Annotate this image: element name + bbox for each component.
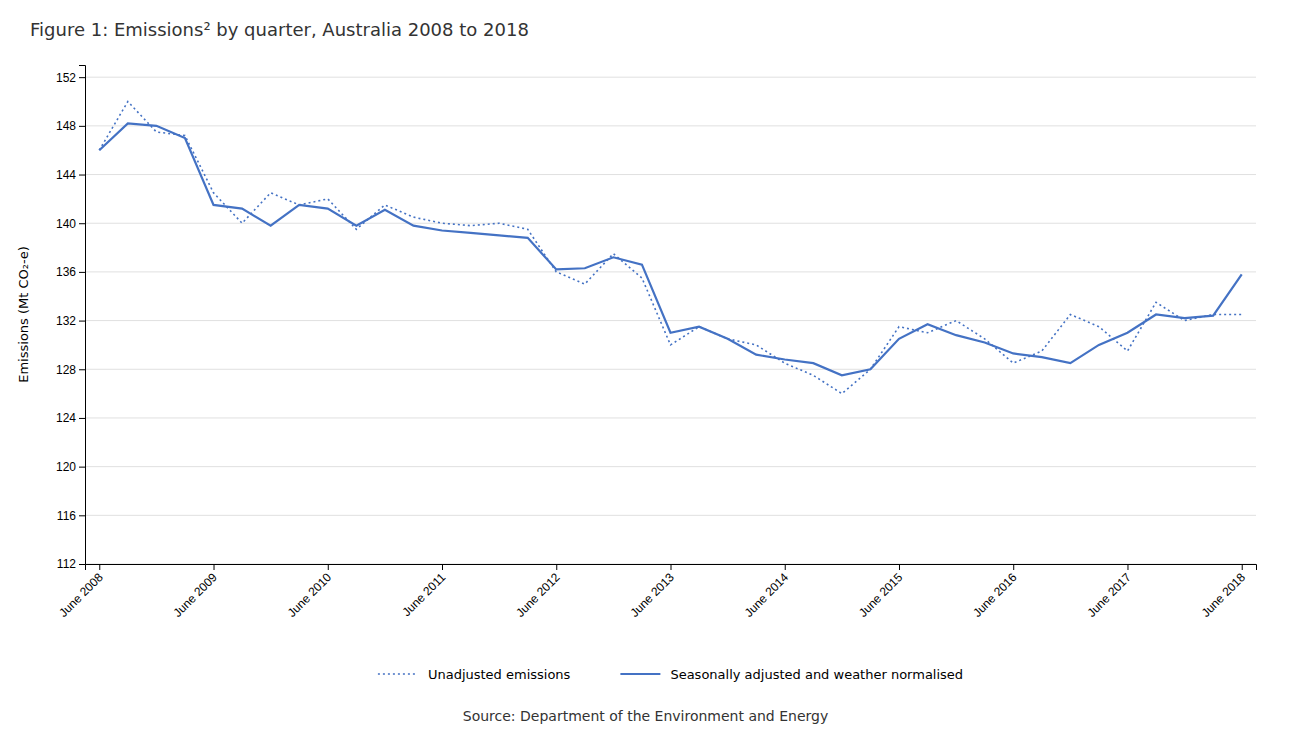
x-tick: June 2012: [513, 564, 563, 620]
y-tick-mark: [79, 418, 85, 419]
x-tick-label: June 2013: [627, 570, 677, 620]
source: Source: Department of the Environment an…: [463, 708, 828, 724]
y-tick-mark: [79, 272, 85, 273]
x-tick: June 2018: [1199, 564, 1249, 620]
y-tick-label: 140: [56, 217, 76, 231]
y-tick-label: 128: [56, 363, 76, 377]
x-tick: June 2016: [970, 564, 1020, 620]
y-tick-mark: [79, 564, 85, 565]
grid: [85, 77, 1256, 564]
x-tick: June 2015: [856, 564, 906, 620]
y-tick: 132: [56, 314, 85, 328]
x-tick-label: June 2018: [1199, 570, 1249, 620]
legend-label: Unadjusted emissions: [428, 667, 571, 682]
grid-line: [85, 417, 1256, 418]
plot: 112 116 120 124 128 132 136 140 144 148 152 June 20…: [56, 66, 1257, 620]
legend-swatch: [378, 673, 418, 675]
y-tick: 120: [56, 460, 85, 474]
x-tick-mark: [1127, 564, 1128, 570]
x-tick: June 2011: [400, 564, 449, 619]
x-tick-label: June 2008: [56, 570, 106, 620]
y-axis-line: [79, 66, 86, 565]
y-axis-title: Emissions (Mt CO₂-e): [16, 246, 31, 383]
y-tick-label: 120: [56, 460, 76, 474]
y-tick: 116: [57, 509, 85, 523]
title: Figure 1: Emissions² by quarter, Austral…: [30, 19, 529, 40]
x-tick: June 2014: [742, 564, 792, 620]
x-tick: June 2008: [56, 564, 106, 620]
legend-item: Unadjusted emissions: [378, 667, 571, 682]
grid-line: [85, 271, 1256, 272]
x-axis-line: [86, 565, 1257, 571]
y-tick-label: 144: [56, 168, 76, 182]
x-tick-mark: [899, 564, 900, 570]
y-tick-label: 116: [57, 509, 76, 523]
x-tick-mark: [442, 564, 443, 570]
y-tick-mark: [79, 126, 85, 127]
y-tick: 140: [56, 217, 85, 231]
grid-line: [85, 466, 1256, 467]
y-tick: 144: [56, 168, 85, 182]
x-tick-mark: [785, 564, 786, 570]
y-tick: 112: [57, 557, 85, 571]
x-tick-mark: [214, 564, 215, 570]
x-tick-mark: [1242, 564, 1243, 570]
x-tick-label: June 2011: [400, 570, 449, 619]
y-tick-label: 112: [57, 557, 76, 571]
y-tick-label: 136: [56, 265, 76, 279]
y-tick: 128: [56, 363, 85, 377]
x-tick: June 2017: [1084, 564, 1134, 620]
x-tick-mark: [328, 564, 329, 570]
grid-line: [85, 77, 1256, 78]
x-tick-mark: [1013, 564, 1014, 570]
legend-label: Seasonally adjusted and weather normalis…: [670, 667, 963, 682]
legend: Unadjusted emissions Seasonally adjusted …: [378, 667, 963, 682]
x-tick-mark: [99, 564, 100, 570]
series-line: [99, 123, 1241, 375]
x-tick-label: June 2015: [856, 570, 906, 620]
y-tick-mark: [79, 369, 85, 370]
y-tick-mark: [79, 515, 85, 516]
grid-line: [85, 125, 1256, 126]
y-tick-mark: [79, 175, 85, 176]
grid-line: [85, 515, 1256, 516]
y-tick-label: 124: [56, 411, 76, 425]
y-tick-mark: [79, 77, 85, 78]
y-tick-label: 132: [56, 314, 76, 328]
legend-swatch: [620, 673, 660, 675]
y-axis: 112 116 120 124 128 132 136 140 144 148 152: [56, 66, 86, 572]
x-tick-label: June 2014: [742, 570, 792, 620]
y-tick-mark: [79, 321, 85, 322]
lines: [99, 102, 1241, 394]
y-tick-mark: [79, 223, 85, 224]
x-tick-label: June 2010: [285, 570, 335, 620]
x-tick: June 2010: [285, 564, 335, 620]
y-tick-label: 148: [56, 119, 76, 133]
grid-line: [85, 223, 1256, 224]
x-tick: June 2013: [627, 564, 677, 620]
x-tick-mark: [556, 564, 557, 570]
grid-line: [85, 320, 1256, 321]
x-tick-label: June 2016: [970, 570, 1020, 620]
x-tick-mark: [671, 564, 672, 570]
series-line: [99, 102, 1241, 394]
grid-line: [85, 174, 1256, 175]
y-tick: 148: [56, 119, 85, 133]
x-tick-label: June 2017: [1084, 570, 1134, 620]
x-tick-label: June 2012: [513, 570, 563, 620]
y-tick-label: 152: [56, 71, 76, 85]
y-tick-mark: [79, 467, 85, 468]
grid-line: [85, 369, 1256, 370]
x-axis: June 2008 June 2009 June 2010 June 2011 June…: [56, 564, 1256, 620]
y-tick: 136: [56, 265, 85, 279]
legend-item: Seasonally adjusted and weather normalis…: [620, 667, 963, 682]
y-tick: 152: [56, 71, 85, 85]
y-tick: 124: [56, 411, 85, 425]
chart: Figure 1: Emissions² by quarter, Austral…: [0, 0, 1291, 739]
x-tick: June 2009: [170, 564, 220, 620]
x-tick-label: June 2009: [170, 570, 220, 620]
